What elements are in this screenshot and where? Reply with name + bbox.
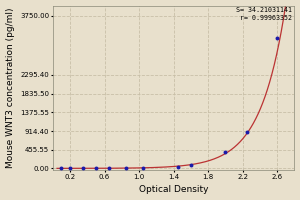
Point bbox=[188, 163, 193, 166]
Y-axis label: Mouse WNT3 concentration (pg/ml): Mouse WNT3 concentration (pg/ml) bbox=[6, 8, 15, 168]
X-axis label: Optical Density: Optical Density bbox=[139, 185, 208, 194]
Point bbox=[80, 167, 85, 170]
Point bbox=[275, 37, 280, 40]
Text: S= 34.21031141
r= 0.99963352: S= 34.21031141 r= 0.99963352 bbox=[236, 7, 292, 21]
Point bbox=[176, 165, 180, 168]
Point bbox=[59, 167, 64, 170]
Point bbox=[223, 150, 228, 154]
Point bbox=[141, 166, 146, 170]
Point bbox=[106, 167, 111, 170]
Point bbox=[68, 167, 72, 170]
Point bbox=[244, 130, 249, 133]
Point bbox=[124, 167, 128, 170]
Point bbox=[94, 167, 98, 170]
